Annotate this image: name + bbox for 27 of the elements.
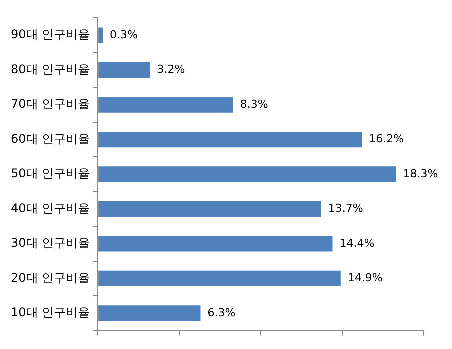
data-label: 18.3%	[403, 167, 438, 180]
data-label: 14.9%	[348, 272, 383, 285]
bar	[98, 166, 396, 182]
y-tick-label: 40대 인구비율	[10, 201, 90, 216]
bar	[98, 28, 103, 44]
bar	[98, 62, 150, 78]
data-label: 8.3%	[240, 98, 268, 111]
data-label: 6.3%	[208, 306, 236, 320]
y-tick-label: 60대 인구비율	[10, 132, 90, 146]
bar	[98, 201, 322, 218]
data-label: 0.3%	[110, 28, 138, 42]
y-tick-label: 30대 인구비율	[10, 236, 90, 250]
data-label: 13.7%	[328, 202, 364, 216]
y-tick-label: 80대 인구비율	[10, 62, 90, 76]
y-tick-label: 20대 인구비율	[10, 270, 90, 285]
data-label: 14.4%	[340, 236, 375, 250]
bar	[98, 97, 234, 113]
bar	[98, 306, 201, 322]
y-tick-label: 70대 인구비율	[10, 97, 90, 112]
y-tick-label: 50대 인구비율	[10, 166, 90, 181]
bar	[98, 270, 341, 287]
y-tick-label: 10대 인구비율	[10, 306, 90, 320]
bar	[98, 236, 333, 252]
data-label: 3.2%	[157, 63, 186, 76]
bar	[98, 132, 362, 148]
data-label: 16.2%	[369, 132, 404, 146]
y-tick-label: 90대 인구비율	[10, 28, 90, 42]
